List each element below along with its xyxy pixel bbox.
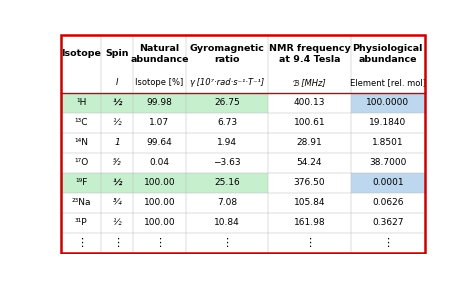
Text: 26.75: 26.75 (214, 98, 240, 107)
Text: 6.73: 6.73 (217, 118, 237, 127)
Text: 0.0001: 0.0001 (372, 178, 403, 187)
Bar (186, 173, 268, 193)
Text: γ [10⁷·rad·s⁻¹·T⁻¹]: γ [10⁷·rad·s⁻¹·T⁻¹] (190, 78, 264, 87)
Text: 1.8501: 1.8501 (372, 138, 403, 147)
Text: ¹⁷O: ¹⁷O (74, 158, 88, 167)
Text: 0.3627: 0.3627 (372, 218, 403, 227)
Text: 7.08: 7.08 (217, 198, 237, 207)
Text: 99.64: 99.64 (146, 138, 172, 147)
Text: ¹³C: ¹³C (74, 118, 88, 127)
Text: ³¹P: ³¹P (75, 218, 88, 227)
Bar (101, 93, 133, 113)
Text: NMR frequency
at 9.4 Tesla: NMR frequency at 9.4 Tesla (269, 44, 350, 64)
Bar (101, 173, 133, 193)
Text: Gyromagnetic
ratio: Gyromagnetic ratio (190, 44, 264, 64)
Text: ²³Na: ²³Na (72, 198, 91, 207)
Text: 99.98: 99.98 (146, 98, 173, 107)
Bar (133, 93, 186, 113)
Text: ½: ½ (112, 178, 122, 187)
Text: ℬ [MHz]: ℬ [MHz] (293, 78, 326, 87)
Text: 38.7000: 38.7000 (369, 158, 406, 167)
Text: ⋮: ⋮ (221, 238, 233, 248)
Text: 54.24: 54.24 (297, 158, 322, 167)
Text: Element [rel. mol]: Element [rel. mol] (350, 78, 426, 87)
Bar (61, 173, 101, 193)
Text: ⋮: ⋮ (111, 238, 123, 248)
Bar (61, 93, 101, 113)
Text: 25.16: 25.16 (214, 178, 240, 187)
Text: 19.1840: 19.1840 (369, 118, 406, 127)
Text: 400.13: 400.13 (294, 98, 325, 107)
Text: 0.0626: 0.0626 (372, 198, 403, 207)
Text: ⋮: ⋮ (154, 238, 165, 248)
Text: Isotope: Isotope (61, 49, 101, 58)
Text: I: I (116, 78, 118, 87)
Text: ¹⁹F: ¹⁹F (75, 178, 87, 187)
Text: 0.04: 0.04 (149, 158, 169, 167)
Bar (351, 93, 425, 113)
Bar (186, 93, 268, 113)
Text: ⋮: ⋮ (76, 238, 87, 248)
Text: 376.50: 376.50 (294, 178, 325, 187)
Text: ½: ½ (113, 218, 121, 227)
Text: ⁵⁄₂: ⁵⁄₂ (113, 158, 121, 167)
Text: 100.00: 100.00 (144, 218, 175, 227)
Text: 100.00: 100.00 (144, 178, 175, 187)
Text: 100.0000: 100.0000 (366, 98, 410, 107)
Text: ¹⁴N: ¹⁴N (74, 138, 88, 147)
Text: ½: ½ (113, 118, 121, 127)
Text: ⋮: ⋮ (382, 238, 393, 248)
Text: Natural
abundance: Natural abundance (130, 44, 189, 64)
Text: 1: 1 (114, 138, 120, 147)
Text: Spin: Spin (105, 49, 129, 58)
Text: 100.00: 100.00 (144, 198, 175, 207)
Text: 28.91: 28.91 (297, 138, 322, 147)
Text: 161.98: 161.98 (294, 218, 325, 227)
Text: ½: ½ (112, 98, 122, 107)
Text: 10.84: 10.84 (214, 218, 240, 227)
Bar (133, 173, 186, 193)
Text: −3.63: −3.63 (213, 158, 241, 167)
Text: Isotope [%]: Isotope [%] (135, 78, 183, 87)
Text: ¹H: ¹H (76, 98, 86, 107)
Text: 105.84: 105.84 (294, 198, 325, 207)
Text: 100.61: 100.61 (294, 118, 325, 127)
Text: 1.94: 1.94 (217, 138, 237, 147)
Text: 1.07: 1.07 (149, 118, 170, 127)
Bar (351, 173, 425, 193)
Text: Physiological
abundance: Physiological abundance (353, 44, 423, 64)
Text: ¾: ¾ (113, 198, 121, 207)
Text: ⋮: ⋮ (304, 238, 315, 248)
